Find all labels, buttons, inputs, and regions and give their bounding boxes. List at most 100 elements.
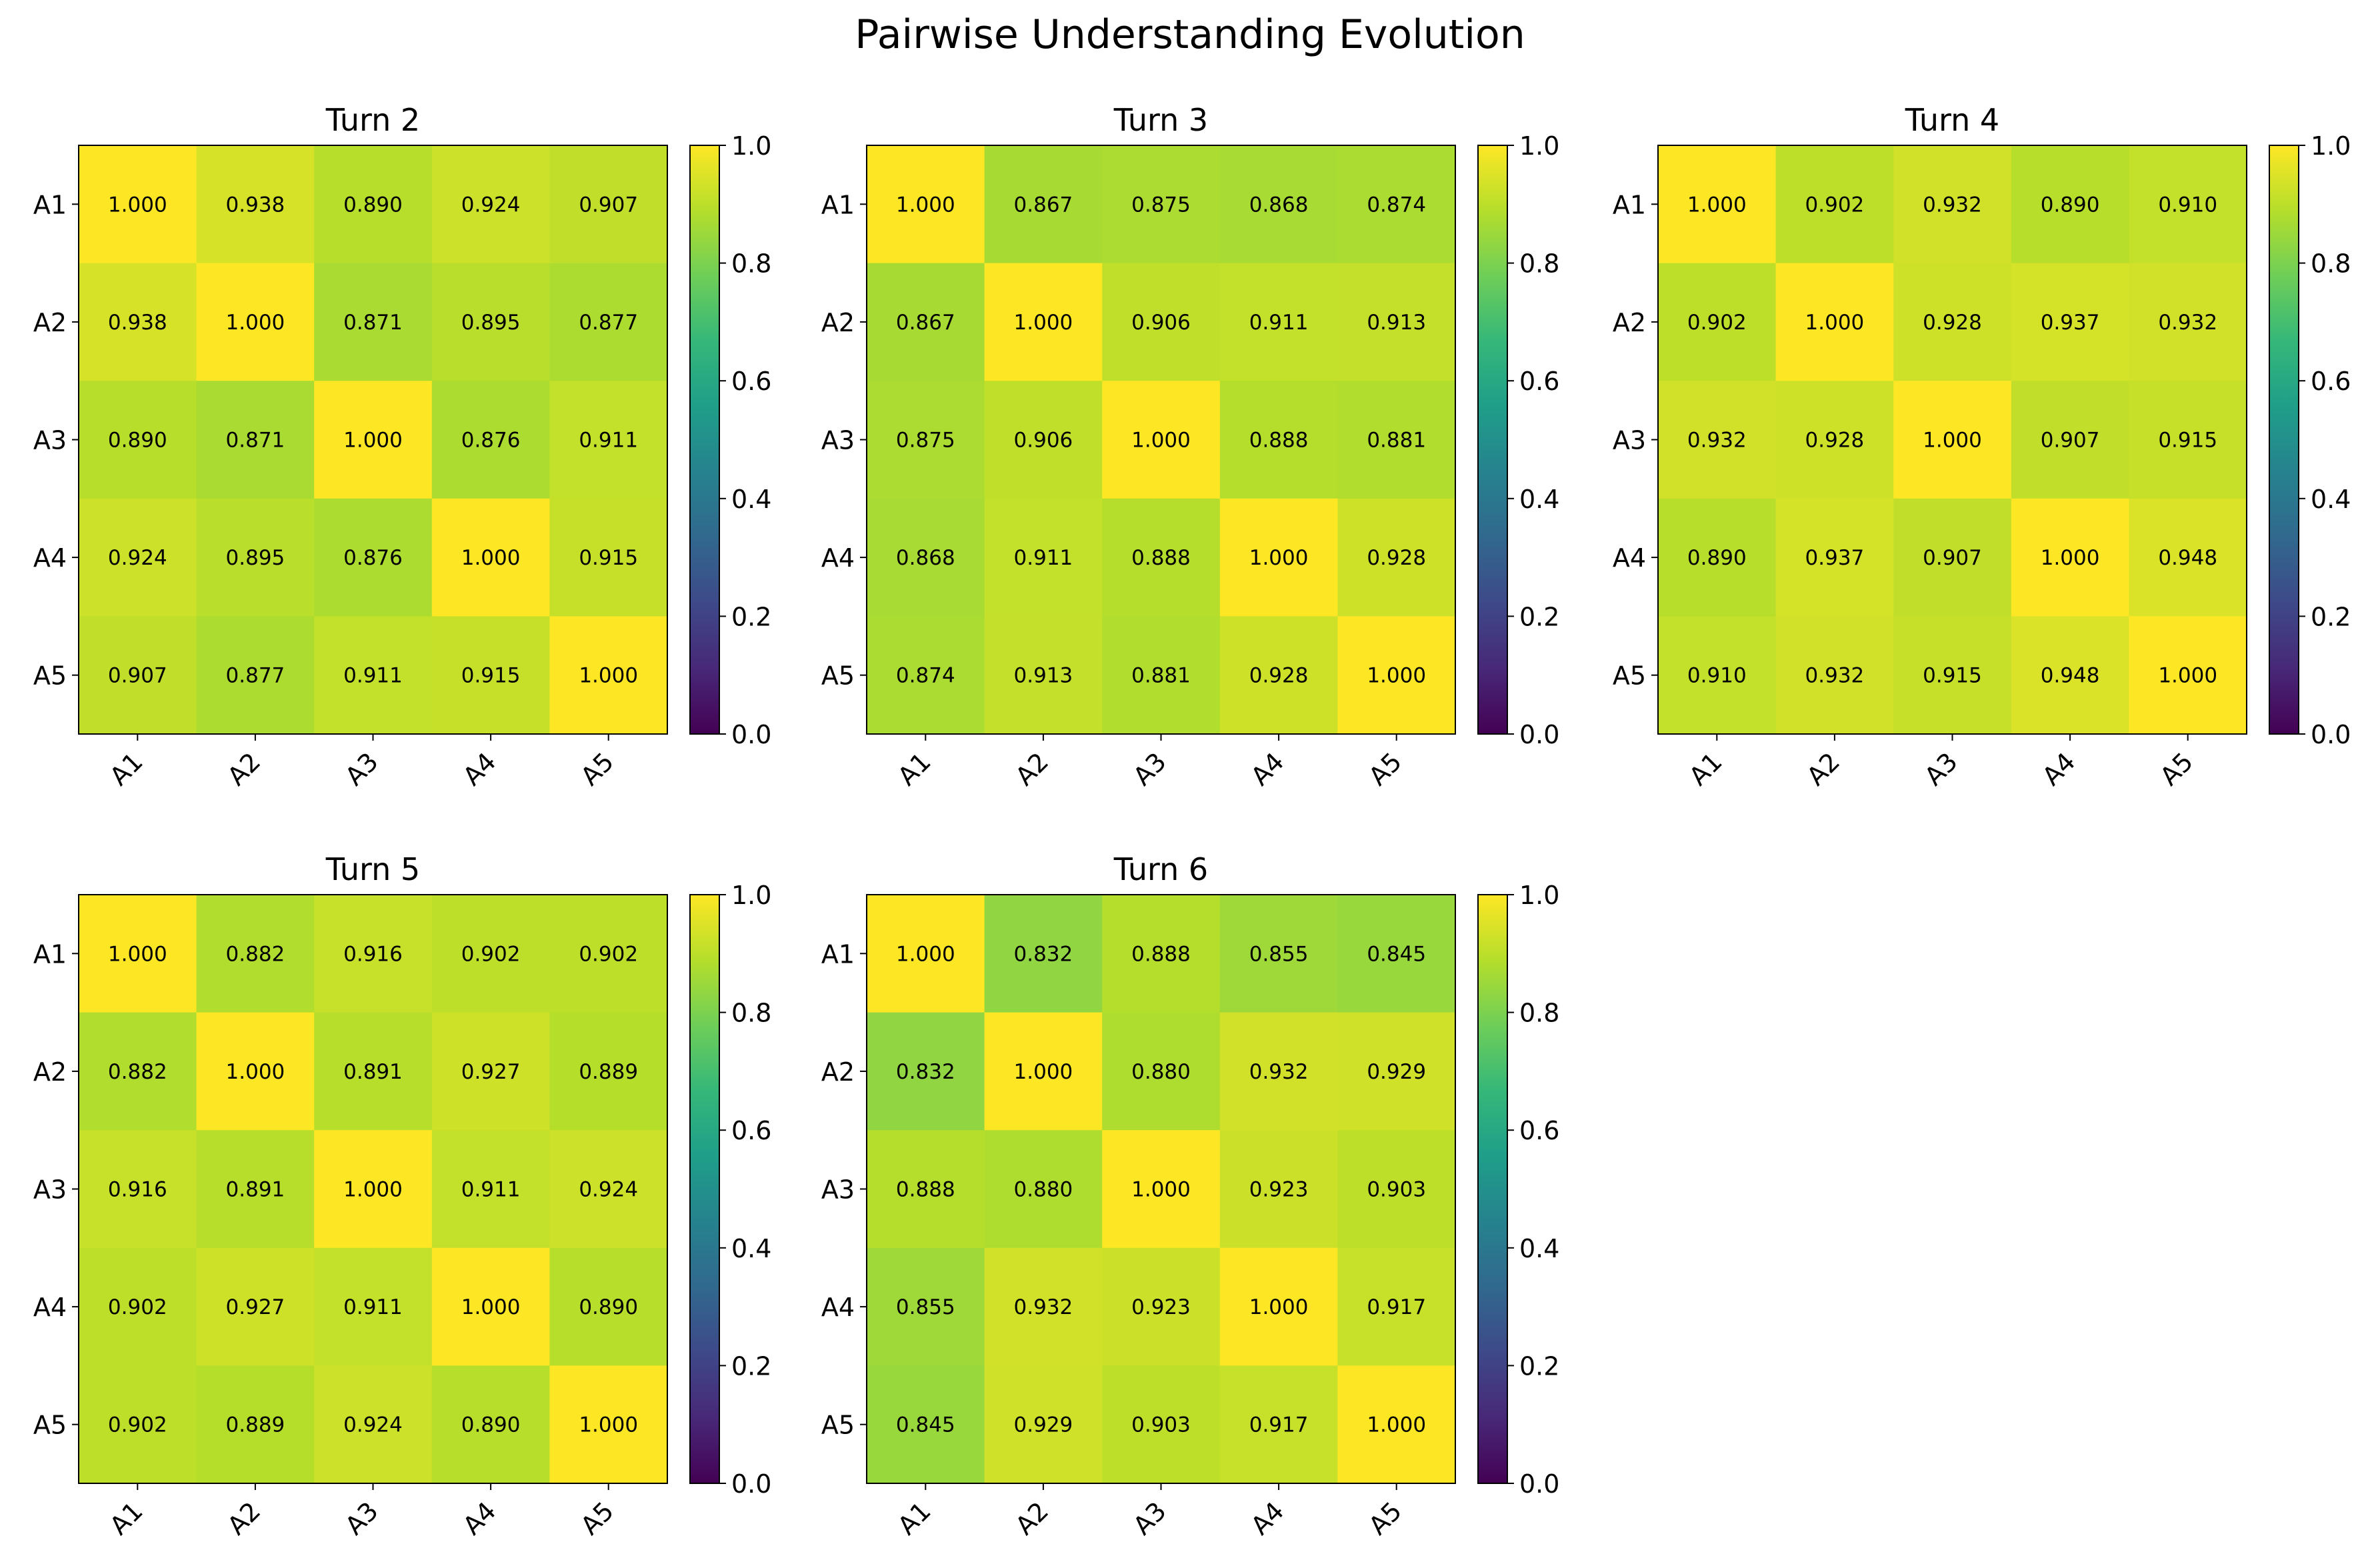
cell-value-label: 0.932 [2158,311,2217,335]
cell-value-label: 0.871 [343,311,403,335]
colorbar-tick-label: 0.4 [1519,485,1559,514]
x-tick-label: A5 [575,1496,619,1541]
colorbar-tick-label: 0.2 [1519,1351,1559,1381]
heatmap-cell [549,616,668,735]
heatmap-cell [984,498,1103,617]
cell-value-label: 0.913 [1014,664,1073,688]
heatmap-cell [1337,381,1456,499]
cell-value-label: 0.874 [1367,193,1426,217]
panel-title: Turn 6 [1113,851,1208,887]
heatmap-cell [431,616,550,735]
x-tick-label: A1 [1683,747,1728,791]
cell-value-label: 1.000 [1249,1295,1309,1319]
x-tick-label: A3 [1127,747,1172,791]
colorbar [1477,894,1508,1484]
cell-value-label: 0.888 [1131,942,1191,966]
heatmap-cell [867,1130,985,1249]
cell-value-label: 0.881 [1367,429,1426,453]
cell-value-label: 0.891 [226,1178,285,1202]
heatmap-cell [984,1130,1103,1249]
x-tick-label: A4 [457,747,502,791]
cell-value-label: 0.845 [1367,942,1426,966]
cell-value-label: 0.948 [2158,546,2217,570]
cell-value-label: 0.927 [226,1295,285,1319]
cell-value-label: 0.928 [1805,429,1865,453]
cell-value-label: 0.928 [1367,546,1426,570]
heatmap-cell [984,263,1103,381]
x-tick-label: A1 [892,1496,937,1541]
colorbar [689,894,720,1484]
heatmap-cell [2129,498,2247,617]
heatmap-cell [549,1012,668,1131]
cell-value-label: 0.880 [1131,1060,1191,1084]
colorbar-tick-label: 0.8 [2311,249,2351,279]
x-tick-label: A3 [339,1496,384,1541]
cell-value-label: 1.000 [108,942,167,966]
colorbar-tick-label: 0.8 [731,999,771,1028]
y-tick-label: A5 [821,1411,855,1440]
heatmap-cell [984,1012,1103,1131]
cell-value-label: 0.874 [896,664,955,688]
heatmap-cell [1219,1247,1338,1366]
colorbar-tick-label: 0.6 [731,367,771,396]
panel-title: Turn 5 [325,851,420,887]
heatmap-cell [79,1012,197,1131]
heatmap-cell [549,145,668,264]
x-tick-label: A1 [892,747,937,791]
colorbar-tick-label: 1.0 [731,881,771,910]
colorbar-tick-label: 0.6 [1519,367,1559,396]
cell-value-label: 0.927 [461,1060,521,1084]
heatmap-cell [431,145,550,264]
cell-value-label: 0.891 [343,1060,403,1084]
colorbar [689,145,720,735]
x-tick-label: A2 [1010,1496,1055,1541]
cell-value-label: 0.911 [579,429,638,453]
cell-value-label: 0.910 [1687,664,1747,688]
x-tick-label: A5 [2154,747,2199,791]
x-tick-label: A2 [1801,747,1846,791]
cell-value-label: 0.888 [1131,546,1191,570]
colorbar [2269,145,2299,735]
heatmap-cell [1102,1365,1221,1484]
heatmap-cell [196,1130,315,1249]
heatmap-cell [867,381,985,499]
colorbar-tick-label: 1.0 [2311,131,2351,161]
cell-value-label: 1.000 [461,1295,521,1319]
heatmap-cell [1337,1247,1456,1366]
heatmap-cell [867,263,985,381]
cell-value-label: 1.000 [343,1178,403,1202]
x-tick-label: A3 [1127,1496,1172,1541]
heatmap-cell [867,498,985,617]
heatmap-cell [867,895,985,1013]
heatmap-cell [1893,616,2012,735]
heatmap-cell [1102,381,1221,499]
y-tick-label: A3 [33,1175,67,1205]
heatmap-cell [1219,1012,1338,1131]
heatmap-cell [431,1365,550,1484]
heatmap-cell [1775,381,1894,499]
heatmap-cell [1775,616,1894,735]
cell-value-label: 1.000 [2041,546,2100,570]
heatmap-cell [1337,1012,1456,1131]
cell-value-label: 1.000 [1131,429,1191,453]
heatmap-cell [2011,498,2129,617]
x-tick-label: A4 [2037,747,2081,791]
colorbar-tick-label: 0.4 [731,1234,771,1263]
cell-value-label: 0.889 [226,1413,285,1437]
colorbar-tick-label: 0.0 [2311,720,2351,749]
colorbar-tick-label: 0.2 [1519,602,1559,631]
heatmap-cell [1775,145,1894,264]
cell-value-label: 1.000 [2158,664,2217,688]
y-tick-label: A2 [33,1057,67,1087]
cell-value-label: 0.938 [226,193,285,217]
cell-value-label: 1.000 [1131,1178,1191,1202]
cell-value-label: 0.907 [579,193,638,217]
y-tick-label: A1 [821,939,855,969]
heatmap-cell [1219,498,1338,617]
heatmap-cell [431,498,550,617]
colorbar-tick-label: 0.2 [731,1351,771,1381]
x-tick-label: A5 [575,747,619,791]
y-tick-label: A5 [33,661,67,691]
